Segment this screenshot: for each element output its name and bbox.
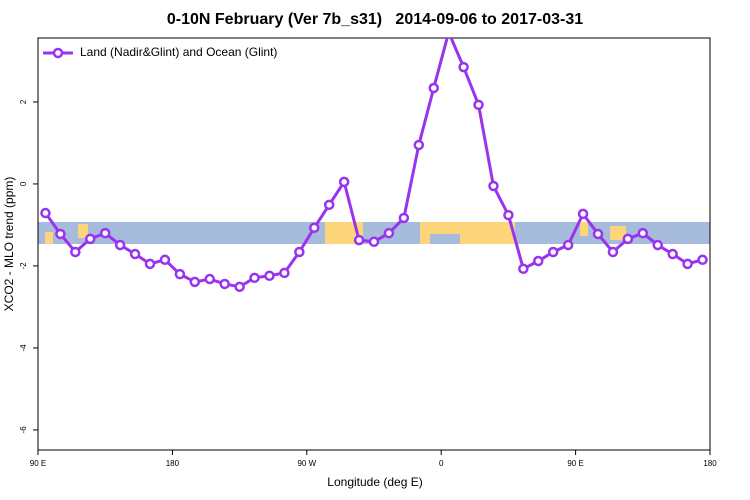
- data-point: [174, 268, 186, 280]
- x-tick-label: 180: [166, 459, 180, 468]
- data-point: [607, 246, 619, 258]
- data-point: [368, 236, 380, 247]
- plot-area: [40, 28, 708, 293]
- y-axis-label: XCO2 - MLO trend (ppm): [2, 177, 16, 312]
- data-point: [204, 273, 215, 285]
- x-tick-label: 0: [439, 459, 444, 468]
- data-point: [533, 255, 544, 267]
- data-point: [338, 176, 350, 188]
- data-point: [473, 99, 484, 111]
- data-point: [70, 246, 81, 258]
- x-tick-label: 180: [703, 459, 717, 468]
- data-point: [249, 272, 260, 284]
- data-point: [667, 248, 678, 260]
- data-point: [323, 199, 335, 211]
- data-point: [652, 239, 663, 251]
- y-tick-label: 0: [19, 181, 28, 186]
- data-point: [398, 212, 410, 224]
- data-point: [159, 254, 171, 266]
- data-point: [562, 239, 574, 251]
- legend-label: Land (Nadir&Glint) and Ocean (Glint): [80, 45, 277, 59]
- data-point: [55, 228, 66, 240]
- data-point: [234, 281, 245, 293]
- data-point: [129, 248, 141, 260]
- data-point: [114, 239, 126, 251]
- data-point: [445, 28, 453, 36]
- data-point: [99, 227, 111, 239]
- data-point: [518, 263, 529, 275]
- data-point: [697, 254, 708, 266]
- data-point: [85, 233, 96, 245]
- data-point: [264, 270, 275, 282]
- data-point: [383, 227, 395, 239]
- y-tick-label: 2: [19, 99, 28, 104]
- data-point: [458, 61, 469, 73]
- data-point: [503, 209, 514, 221]
- y-tick-label: -6: [19, 426, 28, 434]
- data-point: [189, 276, 201, 288]
- y-tick-label: -2: [19, 262, 28, 270]
- x-tick-label: 90 E: [30, 459, 46, 468]
- plot-frame: [37, 37, 711, 451]
- data-point: [577, 208, 589, 220]
- data-point: [353, 234, 365, 246]
- y-tick-label: -4: [19, 344, 28, 352]
- data-point: [547, 246, 559, 258]
- data-point: [309, 222, 320, 234]
- data-point: [40, 207, 51, 219]
- data-point: [144, 258, 156, 270]
- data-point: [488, 180, 499, 192]
- data-point: [219, 278, 230, 290]
- x-tick-label: 90 E: [567, 459, 583, 468]
- x-axis-label: Longitude (deg E): [327, 475, 422, 489]
- data-point: [279, 267, 290, 279]
- data-point: [637, 227, 649, 239]
- data-point: [592, 228, 604, 240]
- map-strip: [38, 222, 710, 244]
- data-point: [622, 233, 634, 245]
- x-tick-label: 90 W: [297, 459, 316, 468]
- data-point: [428, 82, 439, 94]
- chart-title: 0-10N February (Ver 7b_s31) 2014-09-06 t…: [167, 11, 583, 28]
- legend-marker: [52, 47, 64, 59]
- data-point: [413, 139, 425, 151]
- data-point: [294, 246, 305, 258]
- series-line: [44, 38, 703, 289]
- data-point: [682, 258, 693, 270]
